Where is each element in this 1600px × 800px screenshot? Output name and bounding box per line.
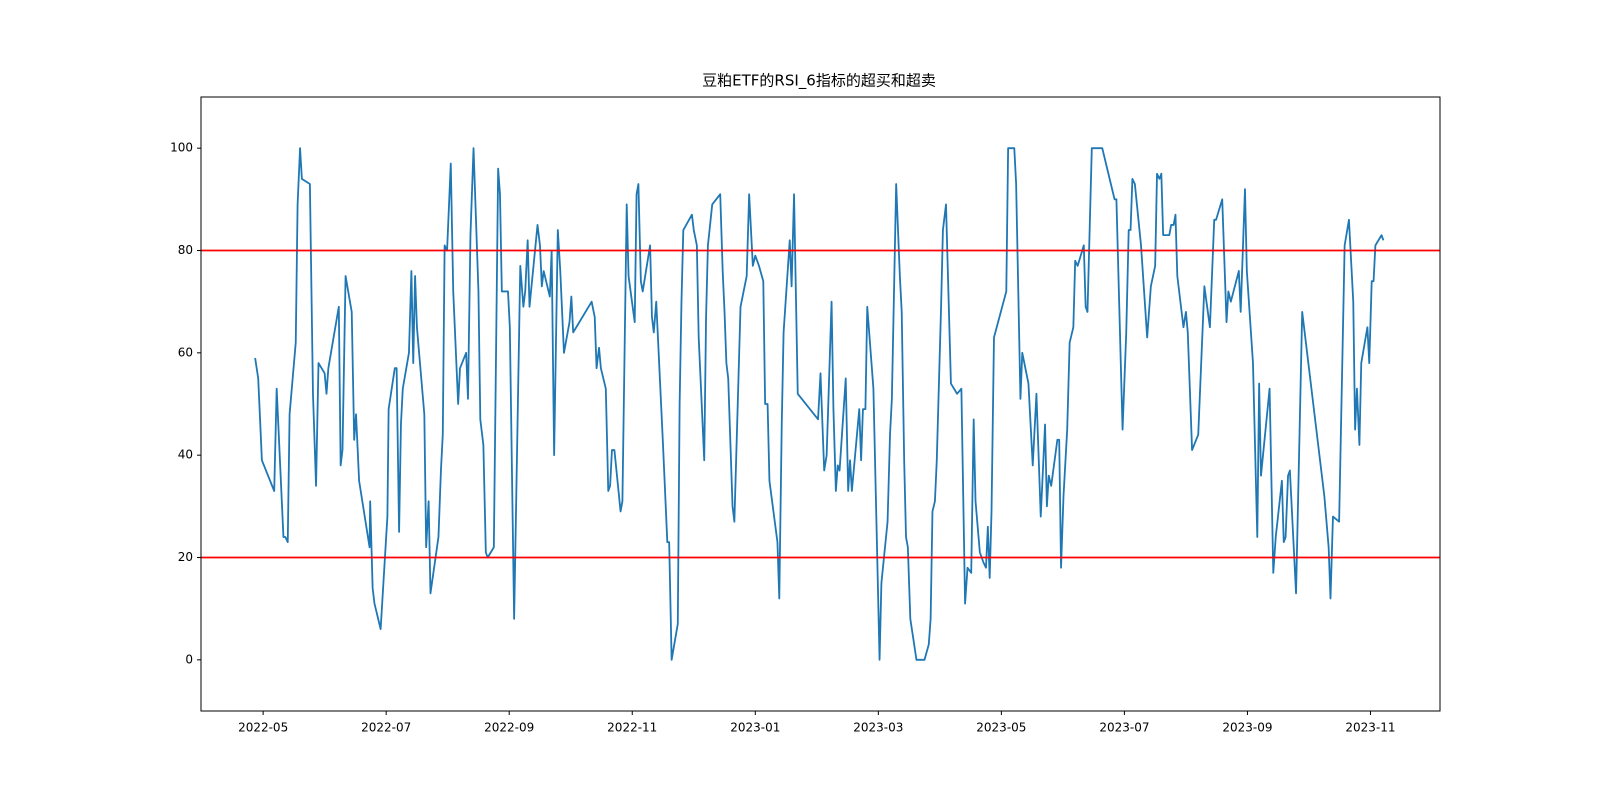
x-tick-label: 2022-05 [238,721,288,735]
x-tick-label: 2023-05 [976,721,1026,735]
x-tick-label: 2023-07 [1099,721,1149,735]
x-tick-label: 2022-11 [607,721,657,735]
y-tick-label: 20 [178,550,193,564]
y-tick-label: 100 [170,141,193,155]
y-tick-label: 0 [185,652,193,666]
plot-frame [200,96,1441,712]
x-tick-label: 2022-07 [361,721,411,735]
x-tick-label: 2023-09 [1222,721,1272,735]
y-tick-label: 80 [178,243,193,257]
x-tick-label: 2022-09 [484,721,534,735]
chart-title: 豆粕ETF的RSI_6指标的超买和超卖 [702,72,936,91]
y-tick-label: 40 [178,448,193,462]
x-tick-label: 2023-03 [853,721,903,735]
x-tick-label: 2023-01 [730,721,780,735]
data-line [254,147,1385,661]
y-tick-label: 60 [178,345,193,359]
x-tick-label: 2023-11 [1345,721,1395,735]
